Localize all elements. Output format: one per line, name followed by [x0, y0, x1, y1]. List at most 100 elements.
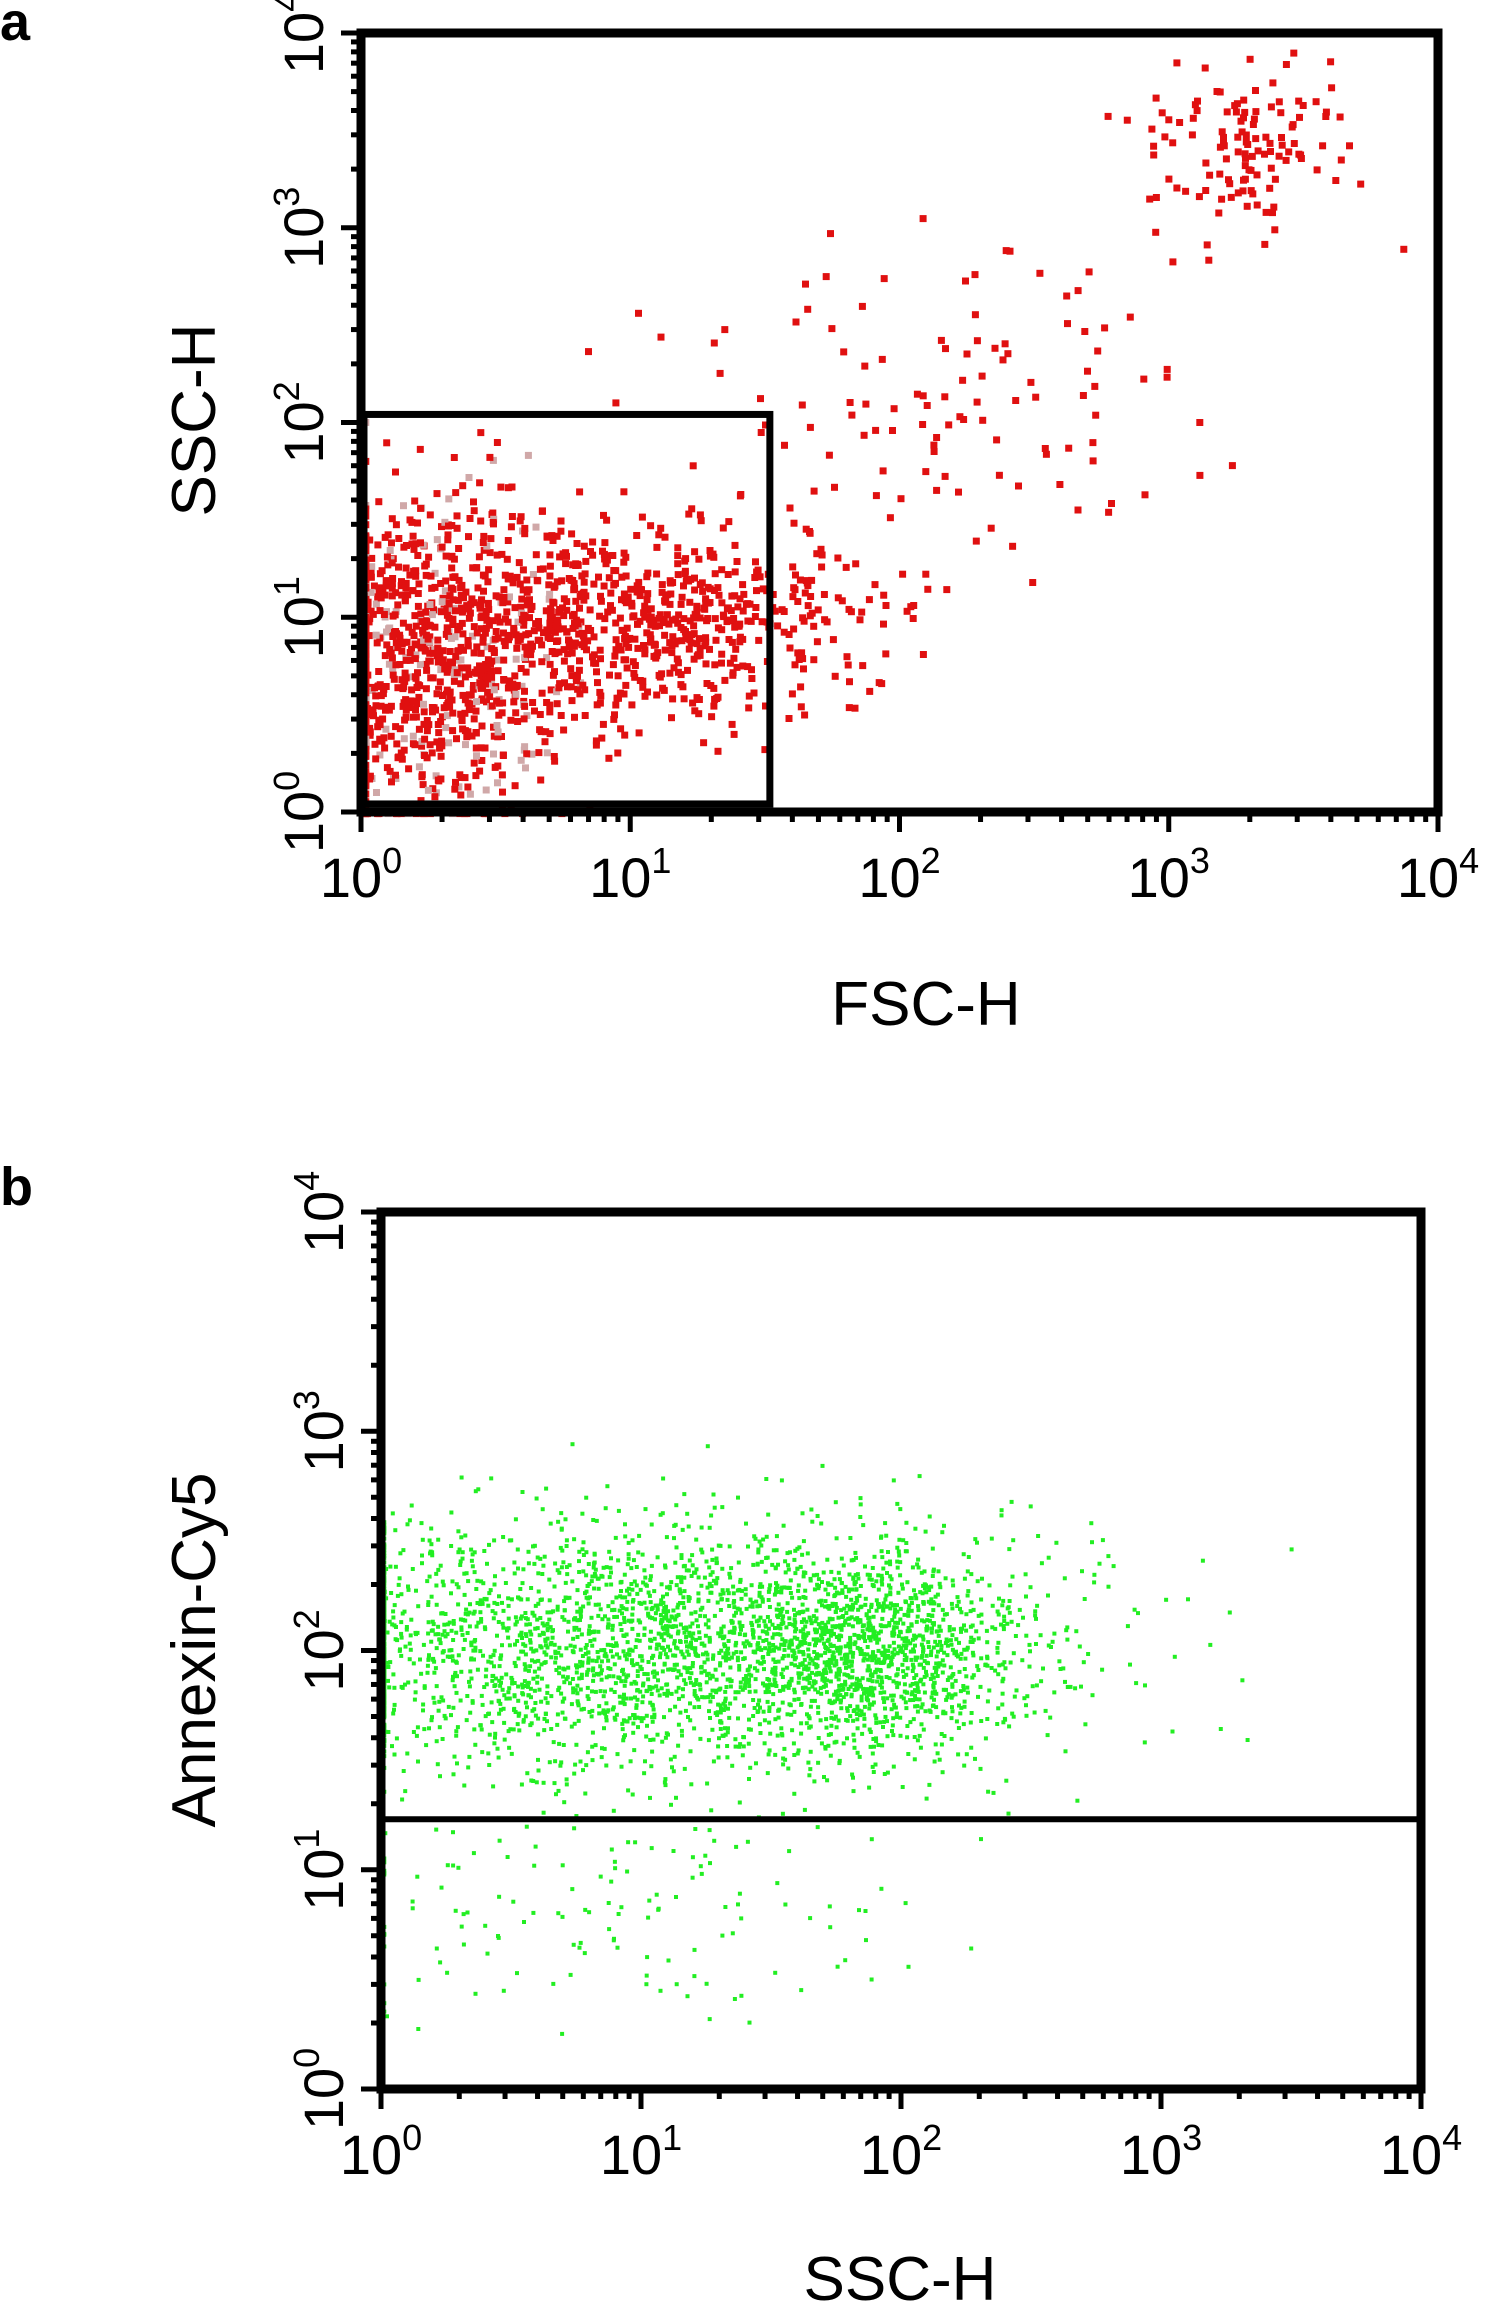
data-point [835, 1693, 840, 1698]
data-point [381, 591, 389, 599]
data-point [711, 1759, 716, 1764]
data-point [552, 1584, 557, 1589]
data-point [535, 1680, 540, 1685]
data-point [658, 1512, 663, 1517]
data-point [571, 713, 578, 721]
data-point [629, 1681, 634, 1686]
data-point [859, 1709, 864, 1714]
data-point [950, 1682, 955, 1687]
data-point [666, 1644, 670, 1649]
data-point [680, 582, 687, 590]
data-point [776, 1562, 780, 1567]
data-point [924, 1796, 929, 1801]
data-point [500, 637, 508, 645]
data-point [888, 1606, 893, 1611]
data-point [904, 1636, 909, 1641]
data-point [748, 1597, 753, 1602]
data-point [532, 551, 540, 559]
data-point [707, 1525, 712, 1530]
data-point [590, 633, 598, 641]
data-point [609, 1570, 613, 1575]
data-point [969, 1635, 974, 1640]
data-point [459, 482, 467, 490]
data-point [540, 1676, 544, 1681]
data-point [710, 1688, 715, 1693]
data-point [737, 1620, 742, 1625]
data-point [767, 1748, 772, 1753]
data-point [380, 685, 388, 693]
data-point [630, 1538, 635, 1543]
data-point [385, 1630, 390, 1635]
data-point [486, 453, 494, 461]
data-point [965, 1569, 970, 1574]
data-point [381, 533, 389, 541]
data-point [823, 1599, 828, 1604]
data-point [585, 1670, 590, 1675]
data-point [819, 1633, 824, 1638]
data-point [657, 524, 665, 532]
data-point [425, 1579, 430, 1584]
data-point [542, 1554, 547, 1559]
data-point [556, 1519, 561, 1524]
data-point [445, 1632, 450, 1637]
data-point [385, 625, 393, 633]
data-point [699, 1641, 704, 1646]
data-point [1125, 1624, 1130, 1629]
data-point [626, 1556, 631, 1561]
data-point [440, 704, 448, 712]
data-point [725, 1588, 730, 1593]
data-point [706, 645, 713, 653]
data-point [727, 1571, 732, 1576]
data-point [779, 1590, 784, 1595]
data-point [806, 612, 814, 620]
data-point [587, 548, 594, 555]
data-point [686, 598, 694, 606]
data-point [538, 1616, 543, 1620]
data-point [586, 1601, 591, 1606]
data-point [504, 1696, 509, 1701]
data-point [683, 1681, 688, 1686]
data-point [374, 723, 382, 731]
data-point [631, 1721, 636, 1726]
data-point [867, 1692, 871, 1697]
data-point [810, 487, 818, 495]
data-point [503, 608, 511, 616]
data-point [508, 483, 516, 491]
data-point [389, 575, 397, 582]
data-point [658, 1655, 662, 1660]
data-point [1252, 135, 1260, 143]
data-point [570, 642, 578, 650]
data-point [437, 718, 445, 725]
data-point [995, 1645, 1000, 1650]
data-point [1042, 450, 1050, 458]
data-point [1216, 170, 1224, 178]
data-point [801, 1617, 806, 1622]
data-point [816, 1736, 821, 1740]
data-point [1054, 1540, 1059, 1545]
data-point [768, 1583, 773, 1588]
data-point [807, 1615, 812, 1620]
data-point [542, 1650, 547, 1655]
data-point [486, 1751, 491, 1756]
data-point [565, 1572, 570, 1577]
data-point [483, 643, 491, 651]
data-point [446, 692, 454, 699]
data-point [473, 1645, 478, 1650]
data-point [787, 1702, 792, 1707]
data-point [792, 1791, 797, 1796]
data-point [848, 1704, 853, 1709]
data-point [949, 1601, 954, 1606]
data-point [555, 648, 563, 656]
data-point [787, 1679, 792, 1684]
data-point [463, 733, 471, 741]
data-point [627, 1716, 632, 1721]
data-point [884, 1533, 889, 1538]
data-point [1322, 108, 1330, 116]
data-point [886, 1550, 890, 1554]
data-point [858, 1652, 863, 1656]
data-point [693, 694, 701, 702]
data-point [687, 1558, 692, 1563]
data-point [391, 1615, 396, 1620]
data-point [800, 1661, 805, 1666]
